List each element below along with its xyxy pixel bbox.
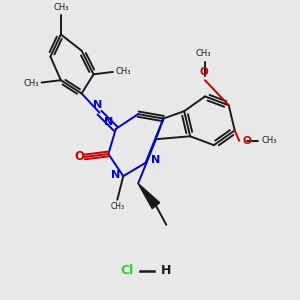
Text: O: O xyxy=(243,136,251,146)
Text: H: H xyxy=(160,264,171,277)
Polygon shape xyxy=(138,184,160,208)
Text: O: O xyxy=(74,150,84,164)
Text: N: N xyxy=(111,169,120,180)
Text: CH₃: CH₃ xyxy=(116,67,131,76)
Text: Cl: Cl xyxy=(120,264,134,277)
Text: CH₃: CH₃ xyxy=(53,3,69,12)
Text: CH₃: CH₃ xyxy=(196,49,211,58)
Text: CH₃: CH₃ xyxy=(262,136,277,145)
Text: CH₃: CH₃ xyxy=(23,79,38,88)
Text: CH₃: CH₃ xyxy=(110,202,124,211)
Text: N: N xyxy=(93,100,103,110)
Text: N: N xyxy=(152,155,161,165)
Text: N: N xyxy=(103,116,113,127)
Text: O: O xyxy=(199,67,208,77)
